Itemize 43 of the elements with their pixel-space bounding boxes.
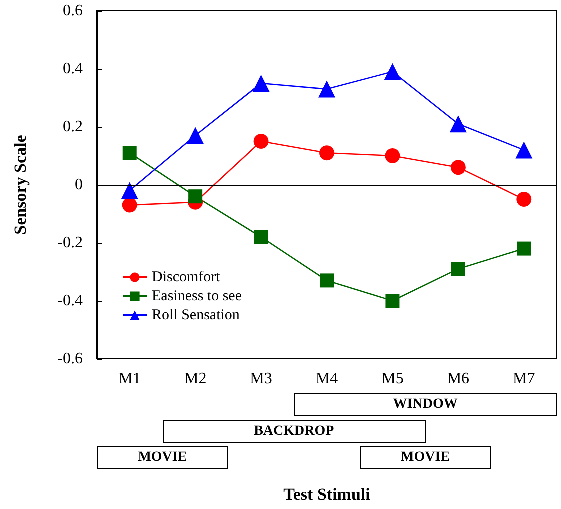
x-tick-label: M1	[118, 370, 141, 388]
y-tick-label: 0	[75, 176, 83, 194]
legend-label: Roll Sensation	[152, 308, 240, 324]
point	[320, 274, 334, 288]
text: WINDOW	[294, 393, 557, 416]
point	[385, 148, 400, 164]
x-tick-label: M2	[184, 370, 207, 388]
point	[122, 198, 138, 213]
point	[187, 127, 204, 144]
point	[188, 190, 203, 204]
point	[517, 242, 532, 256]
y-tick-label: 0.2	[63, 118, 83, 136]
x-tick-label: M3	[250, 370, 272, 388]
text: BACKDROP	[162, 420, 426, 443]
y-tick-label: -0.6	[58, 350, 83, 368]
point	[451, 262, 466, 276]
point	[384, 63, 402, 80]
y-tick-label: -0.4	[58, 292, 83, 310]
legend-label: Discomfort	[152, 270, 222, 286]
y-axis-title: Sensory Scale	[11, 134, 30, 235]
x-tick-label: M4	[316, 370, 338, 388]
text: Test Stimuli	[282, 485, 372, 505]
point	[516, 192, 532, 207]
point	[254, 134, 269, 149]
text: MOVIE	[97, 446, 228, 469]
point	[516, 142, 533, 159]
point	[121, 182, 138, 200]
text: MOVIE	[360, 446, 492, 469]
y-tick-label: 0.4	[63, 60, 83, 78]
point	[254, 230, 268, 244]
point	[318, 80, 336, 98]
point	[450, 160, 466, 176]
point	[320, 146, 334, 161]
y-tick-label: 0.6	[63, 2, 83, 20]
x-tick-label: M6	[447, 370, 470, 388]
point	[450, 116, 467, 133]
point	[386, 294, 400, 308]
legend-label: Easiness to see	[152, 288, 242, 304]
y-tick-label: -0.2	[58, 234, 83, 252]
x-tick-label: M5	[382, 370, 404, 388]
point	[252, 75, 270, 92]
point	[122, 146, 137, 160]
x-tick-label: M7	[513, 370, 536, 388]
